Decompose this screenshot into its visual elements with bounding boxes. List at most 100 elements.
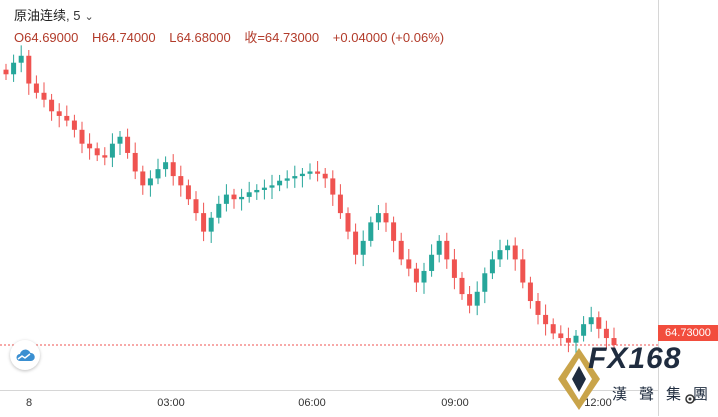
candle	[330, 170, 336, 206]
candle-body	[611, 338, 617, 345]
candle-body	[573, 335, 579, 343]
chevron-down-icon[interactable]: ⌄	[84, 11, 94, 23]
candle	[277, 174, 283, 192]
candle	[535, 292, 541, 325]
last-price-tag: 64.73000	[658, 325, 718, 341]
gear-icon[interactable]	[683, 392, 697, 406]
candle-body	[489, 259, 495, 274]
candle-body	[497, 250, 503, 260]
candle	[398, 232, 404, 266]
candle	[353, 223, 359, 265]
high-key: H	[91, 30, 102, 45]
candle-body	[512, 245, 518, 260]
candle-body	[315, 171, 321, 174]
candle-body	[155, 169, 161, 179]
symbol-name[interactable]: 原油连续	[14, 8, 67, 23]
candle	[299, 167, 305, 188]
candle-body	[330, 178, 336, 195]
time-tick: 09:00	[441, 397, 469, 409]
candle	[565, 327, 571, 353]
candle-body	[49, 99, 55, 112]
candle	[315, 161, 321, 182]
candle	[603, 320, 609, 350]
candle-body	[109, 143, 115, 158]
candle-body	[383, 213, 389, 223]
candle-body	[398, 240, 404, 260]
candle	[505, 239, 511, 260]
candle	[79, 121, 85, 154]
candle	[322, 167, 328, 188]
candle-body	[102, 155, 108, 158]
ohlc-values: O64.69000 H64.74000 L64.68000 收=64.73000…	[14, 27, 444, 49]
candle-body	[56, 111, 62, 116]
candle	[94, 142, 100, 162]
candle	[26, 49, 32, 95]
candle-body	[18, 55, 24, 63]
candle-body	[132, 152, 138, 172]
candle	[489, 251, 495, 280]
interval-label[interactable]: , 5	[66, 8, 81, 23]
candle-body	[527, 282, 533, 302]
candle-body	[254, 189, 260, 193]
candle-body	[429, 254, 435, 271]
candle-body	[147, 178, 153, 186]
candle-body	[535, 301, 541, 315]
fx168-logo: FX168 漢聲集團	[556, 340, 718, 416]
candle	[337, 184, 343, 219]
candle-body	[360, 240, 366, 255]
candle-body	[94, 148, 100, 156]
candle-body	[588, 317, 594, 325]
candle	[406, 248, 412, 277]
candle	[421, 262, 427, 294]
change-value: +0.04000 (+0.06%)	[332, 30, 445, 45]
candle	[474, 281, 480, 316]
candlestick-chart[interactable]	[0, 0, 658, 390]
candle	[451, 248, 457, 290]
candle-body	[467, 294, 473, 306]
candle-body	[375, 213, 381, 223]
candle	[41, 82, 47, 108]
candle	[216, 195, 222, 224]
candle	[444, 232, 450, 269]
time-tick: 06:00	[298, 397, 326, 409]
candle	[102, 147, 108, 166]
candle-body	[125, 136, 131, 153]
candle	[482, 267, 488, 304]
candle	[3, 63, 9, 81]
candle	[261, 179, 267, 200]
candle-body	[581, 324, 587, 336]
candle	[163, 156, 169, 177]
candle	[391, 216, 397, 253]
cloud-button[interactable]	[10, 340, 40, 370]
candle-body	[71, 120, 77, 130]
candle-body	[269, 185, 275, 188]
cloud-icon	[16, 349, 35, 361]
candle-body	[436, 240, 442, 255]
time-axis[interactable]: 8 03:00 06:00 09:00 12:00	[0, 390, 658, 417]
candle-body	[3, 69, 9, 75]
candle-body	[201, 213, 207, 232]
candle	[269, 174, 275, 199]
candle	[193, 191, 199, 221]
candle-body	[193, 199, 199, 214]
candle	[223, 184, 229, 212]
candle	[18, 45, 24, 73]
candle	[201, 202, 207, 242]
candle	[284, 170, 290, 189]
candle	[375, 205, 381, 231]
candle-body	[543, 314, 549, 325]
candle-body	[64, 115, 70, 121]
candle	[360, 230, 366, 267]
candle-body	[178, 176, 184, 186]
price-axis[interactable]	[658, 0, 718, 416]
candle-body	[79, 129, 85, 144]
candle-body	[26, 55, 32, 84]
candle	[208, 211, 214, 243]
candle	[611, 327, 617, 351]
candle	[550, 318, 556, 340]
candle-body	[603, 328, 609, 339]
candle-body	[505, 245, 511, 251]
candle	[413, 262, 419, 293]
candle	[527, 276, 533, 309]
chart-area[interactable]	[0, 0, 658, 390]
